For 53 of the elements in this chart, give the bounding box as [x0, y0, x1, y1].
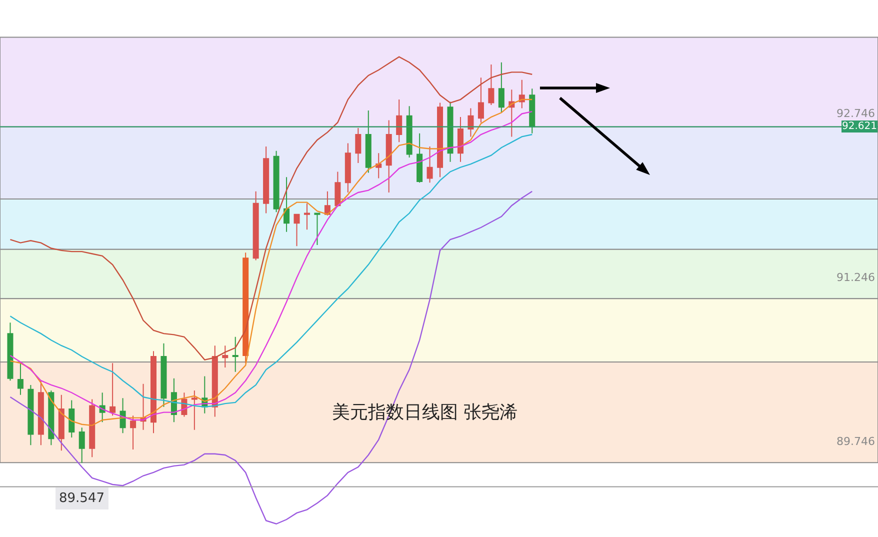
candlestick — [314, 212, 320, 246]
candlestick — [437, 102, 444, 178]
candlestick — [529, 88, 536, 134]
candlestick — [365, 110, 372, 174]
candlestick — [498, 62, 504, 114]
candlestick — [252, 190, 259, 261]
line-series — [10, 190, 533, 524]
candlestick — [518, 79, 525, 109]
annotation: 89.547 — [59, 491, 104, 506]
candlestick — [355, 127, 362, 164]
line-series — [10, 56, 533, 360]
candlestick — [386, 120, 392, 193]
candlestick — [89, 398, 96, 458]
y-tick-label: 91.246 — [836, 270, 875, 284]
candlestick — [478, 77, 484, 123]
candlestick — [457, 116, 464, 162]
candlestick — [426, 146, 433, 184]
candlestick — [7, 322, 14, 382]
candlestick — [78, 427, 85, 464]
candlestick — [232, 336, 238, 372]
candlestick — [376, 152, 382, 179]
y-tick-label: 89.746 — [836, 435, 875, 448]
candlestick — [334, 171, 341, 206]
candlestick — [28, 384, 34, 446]
candlestick — [48, 390, 54, 446]
ref-line-label: 92.621 — [842, 121, 877, 132]
candlestick — [344, 142, 351, 193]
candlestick — [110, 362, 116, 416]
candlestick — [447, 101, 454, 162]
candlestick — [396, 99, 402, 143]
candlestick — [222, 345, 228, 368]
y-tick-label: 92.746 — [836, 106, 875, 120]
candlestick — [160, 342, 167, 408]
candlestick — [263, 146, 270, 214]
candlestick — [212, 345, 218, 418]
candlestick — [17, 362, 24, 396]
candlestick — [38, 380, 44, 446]
candlestick — [191, 390, 198, 430]
candlestick — [58, 394, 64, 452]
candlestick — [508, 89, 515, 138]
candlestick — [273, 150, 280, 213]
candlestick — [294, 214, 300, 247]
candlestick — [324, 190, 330, 216]
candlestick — [130, 415, 136, 450]
candlestick — [284, 176, 290, 232]
candlestick — [68, 400, 75, 438]
candlestick — [488, 64, 494, 106]
candlestick — [406, 106, 412, 158]
candlestick — [304, 202, 310, 230]
candlestick — [150, 350, 156, 434]
candlestick — [242, 252, 249, 364]
candlestick — [416, 132, 423, 184]
candlestick — [468, 108, 474, 138]
